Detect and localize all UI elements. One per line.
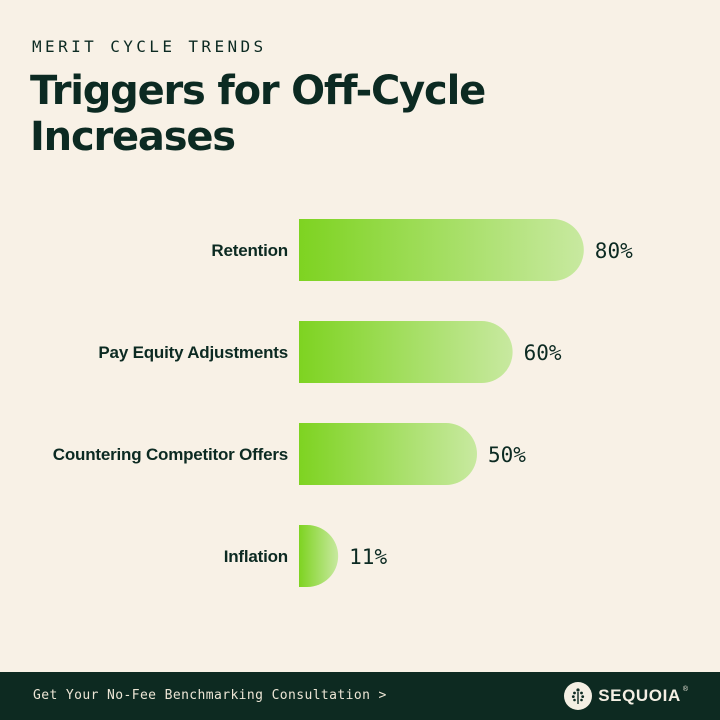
category-label: Pay Equity Adjustments (98, 343, 288, 362)
eyebrow-label: MERIT CYCLE TRENDS (32, 37, 267, 56)
bar (299, 525, 339, 587)
value-label: 50% (488, 443, 526, 467)
category-label: Inflation (224, 547, 288, 566)
category-label: Retention (211, 241, 288, 260)
page-title: Triggers for Off-Cycle Increases (30, 68, 486, 160)
tree-icon (564, 682, 593, 710)
bar (299, 219, 584, 281)
category-label: Countering Competitor Offers (53, 445, 288, 464)
brand-logo: SEQUOIA ® (564, 682, 688, 710)
bars-group: Retention 80% Pay Equity Adjustments 60% Cou… (53, 219, 633, 587)
value-label: 60% (524, 341, 562, 365)
bar (299, 321, 513, 383)
brand-name: SEQUOIA (598, 686, 681, 705)
footer-bar: Get Your No-Fee Benchmarking Consultatio… (0, 672, 720, 720)
brand-registered-mark: ® (682, 686, 688, 693)
bar (299, 423, 477, 485)
bar-chart: Retention 80% Pay Equity Adjustments 60% Cou… (53, 219, 633, 587)
value-label: 80% (595, 239, 633, 263)
value-label: 11% (349, 545, 387, 569)
consultation-cta-link[interactable]: Get Your No-Fee Benchmarking Consultatio… (33, 688, 387, 703)
